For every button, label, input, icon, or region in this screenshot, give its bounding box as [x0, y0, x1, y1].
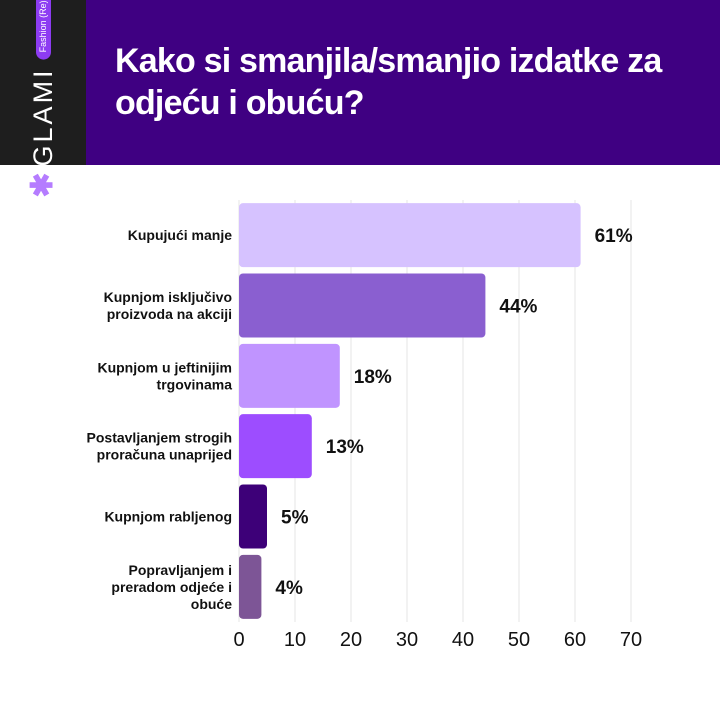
x-tick-label: 70 [620, 629, 642, 651]
x-tick-label: 40 [452, 629, 474, 651]
x-tick-label: 20 [340, 629, 362, 651]
header-banner: ✱ GLAMI Fashion (Re)search Kako si smanj… [0, 0, 720, 198]
category-label: Kupujući manje [128, 227, 232, 243]
page-title: Kako si smanjila/smanjio izdatke za odje… [115, 42, 662, 122]
value-label: 13% [326, 437, 364, 458]
x-tick-label: 10 [284, 629, 306, 651]
x-tick-label: 50 [508, 629, 530, 651]
category-label: Popravljanjem i preradom odjeće i obuće [111, 562, 232, 612]
category-label: Kupnjom rabljenog [104, 509, 232, 525]
value-label: 61% [595, 226, 633, 247]
category-label: Kupnjom isključivo proizvoda na akciji [104, 289, 232, 322]
value-label: 44% [499, 297, 537, 318]
x-tick-label: 30 [396, 629, 418, 651]
category-label: Postavljanjem strogih proračuna unaprijed [87, 430, 232, 463]
brand-strip: ✱ GLAMI Fashion (Re)search [0, 0, 86, 198]
bar [239, 273, 486, 338]
bar [239, 203, 581, 268]
category-label: Kupnjom u jeftinijim trgovinama [97, 359, 232, 392]
value-label: 4% [275, 578, 303, 599]
bar [239, 414, 312, 479]
x-tick-label: 60 [564, 629, 586, 651]
value-label: 18% [354, 367, 392, 388]
bar [239, 484, 267, 549]
bar [239, 343, 340, 408]
value-label: 5% [281, 508, 309, 529]
bar [239, 554, 262, 619]
x-tick-label: 0 [233, 629, 244, 651]
